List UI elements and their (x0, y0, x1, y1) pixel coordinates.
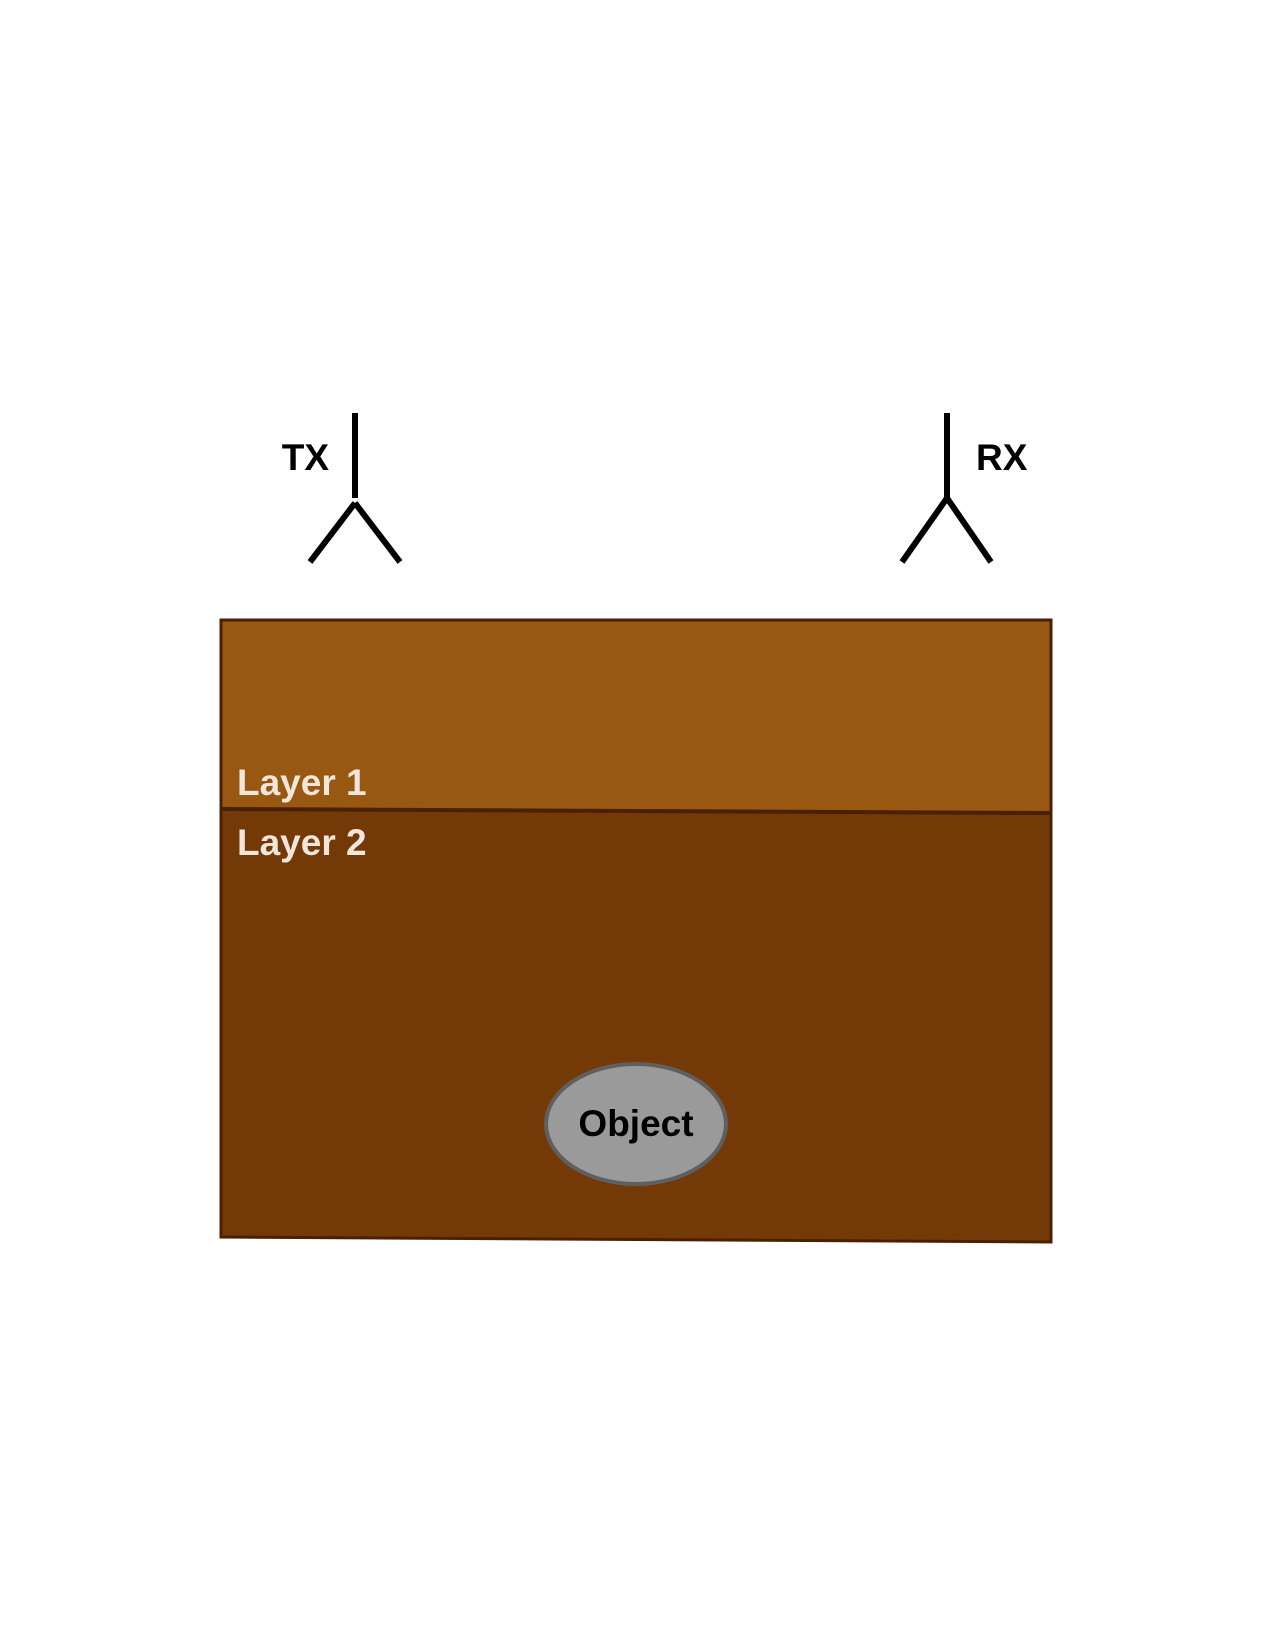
object-label: Object (578, 1103, 693, 1144)
layer-2-label: Layer 2 (237, 822, 367, 863)
rx-label: RX (976, 437, 1028, 478)
tx-antenna: TX (282, 413, 403, 564)
antenna-icon (899, 413, 994, 564)
ground-layers: Layer 1 Layer 2 (219, 618, 1053, 1244)
tx-label: TX (282, 437, 330, 478)
buried-object: Object (544, 1062, 728, 1186)
object-ellipse (544, 1062, 728, 1186)
layer-1-label: Layer 1 (237, 762, 367, 803)
layer-boundary-line (220, 807, 1052, 815)
rx-antenna: RX (899, 413, 1028, 564)
antenna-icon (307, 413, 403, 564)
